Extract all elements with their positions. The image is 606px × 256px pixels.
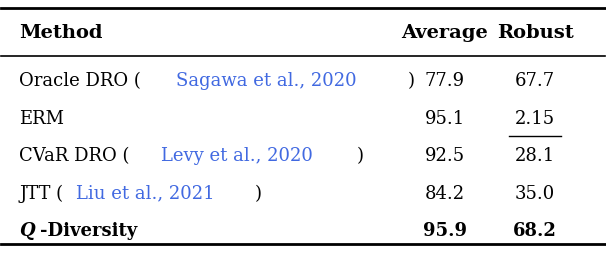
Text: ): ) xyxy=(408,72,415,90)
Text: Liu et al., 2021: Liu et al., 2021 xyxy=(76,185,215,202)
Text: 2.15: 2.15 xyxy=(515,110,555,128)
Text: Robust: Robust xyxy=(497,24,574,42)
Text: 68.2: 68.2 xyxy=(513,222,557,240)
Text: 77.9: 77.9 xyxy=(425,72,465,90)
Text: 95.9: 95.9 xyxy=(423,222,467,240)
Text: Average: Average xyxy=(401,24,488,42)
Text: CVaR DRO (: CVaR DRO ( xyxy=(19,147,130,165)
Text: Method: Method xyxy=(19,24,103,42)
Text: 92.5: 92.5 xyxy=(425,147,465,165)
Text: ERM: ERM xyxy=(19,110,64,128)
Text: 84.2: 84.2 xyxy=(425,185,465,202)
Text: Oracle DRO (: Oracle DRO ( xyxy=(19,72,141,90)
Text: Sagawa et al., 2020: Sagawa et al., 2020 xyxy=(176,72,357,90)
Text: Q: Q xyxy=(19,222,35,240)
Text: 35.0: 35.0 xyxy=(515,185,555,202)
Text: Levy et al., 2020: Levy et al., 2020 xyxy=(161,147,313,165)
Text: 95.1: 95.1 xyxy=(425,110,465,128)
Text: 28.1: 28.1 xyxy=(515,147,555,165)
Text: ): ) xyxy=(356,147,364,165)
Text: 67.7: 67.7 xyxy=(515,72,555,90)
Text: ): ) xyxy=(254,185,261,202)
Text: JTT (: JTT ( xyxy=(19,185,64,203)
Text: -Diversity: -Diversity xyxy=(39,222,137,240)
